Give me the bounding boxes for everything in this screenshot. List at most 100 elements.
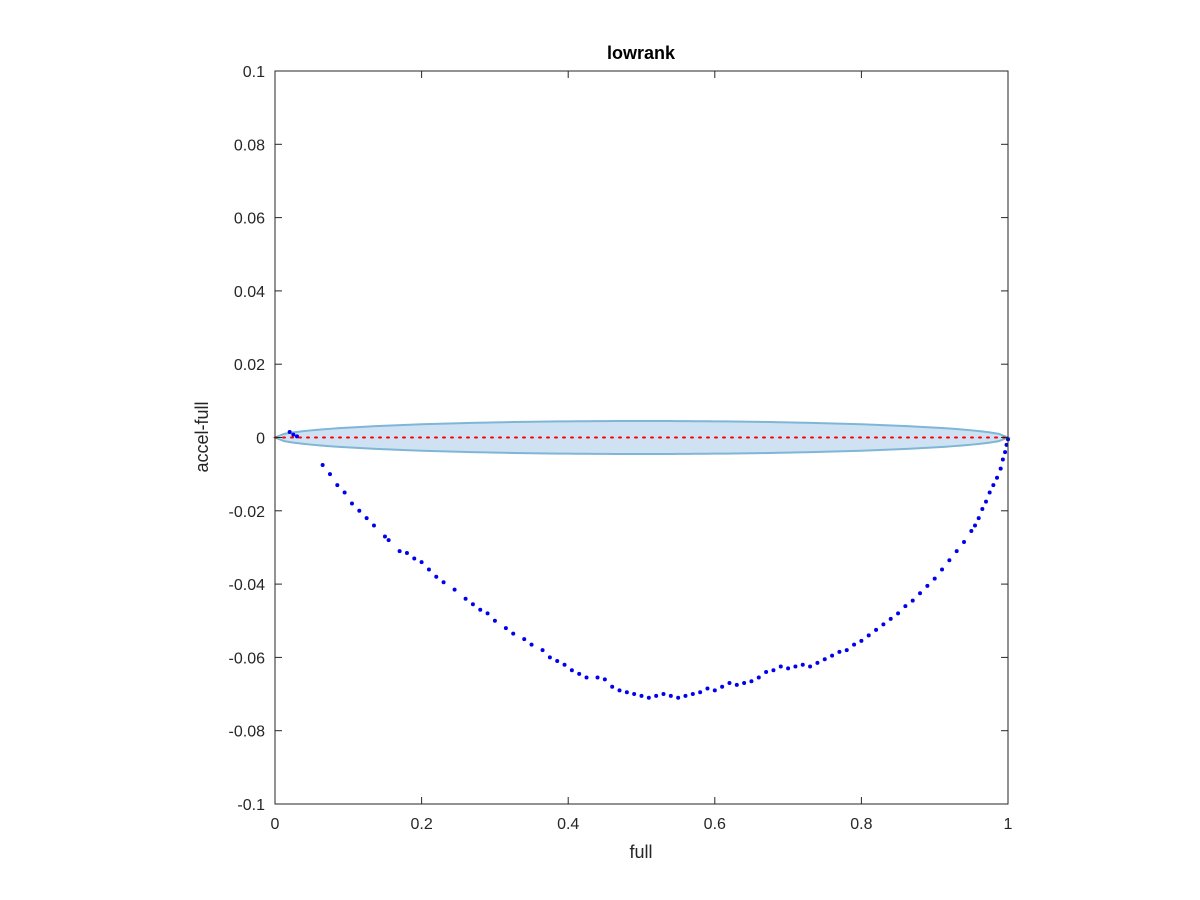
data-point: [522, 637, 527, 642]
data-point: [676, 695, 681, 700]
data-point: [991, 483, 996, 488]
data-point: [786, 666, 791, 671]
x-tick-label: 0: [271, 816, 280, 833]
data-point: [771, 668, 776, 673]
data-point: [727, 681, 732, 686]
data-point: [624, 690, 629, 695]
data-point: [1003, 450, 1008, 455]
data-point: [386, 538, 391, 543]
data-point: [555, 659, 560, 664]
y-tick-label: 0.02: [234, 357, 265, 374]
data-point: [646, 695, 651, 700]
data-point: [998, 466, 1003, 471]
data-point: [397, 549, 402, 554]
data-point: [734, 682, 739, 687]
y-tick-label: 0.04: [234, 284, 265, 301]
data-point: [852, 642, 857, 647]
data-point: [1000, 457, 1005, 462]
x-tick-label: 0.8: [850, 816, 872, 833]
data-point: [661, 692, 666, 697]
data-point: [874, 627, 879, 632]
data-point: [470, 602, 475, 607]
data-point: [793, 664, 798, 669]
data-point: [342, 490, 347, 495]
data-point: [932, 576, 937, 581]
y-tick-label: -0.06: [229, 650, 266, 667]
x-tick-label: 1: [1004, 816, 1013, 833]
data-point: [668, 693, 673, 698]
y-tick-label: -0.08: [229, 724, 266, 741]
data-point: [485, 611, 490, 616]
y-tick-label: -0.04: [229, 577, 266, 594]
data-point: [562, 662, 567, 667]
data-point: [452, 587, 457, 592]
data-point: [434, 574, 439, 579]
data-point: [903, 604, 908, 609]
data-point: [547, 655, 552, 660]
x-tick-label: 0.6: [704, 816, 726, 833]
data-point: [808, 664, 813, 669]
data-point: [569, 668, 574, 673]
data-point: [654, 693, 659, 698]
chart-title: lowrank: [607, 43, 676, 63]
data-point: [294, 434, 299, 439]
data-point: [320, 462, 325, 467]
data-point: [896, 611, 901, 616]
data-point: [712, 688, 717, 693]
data-point: [962, 539, 967, 544]
data-point: [844, 648, 849, 653]
data-point: [584, 675, 589, 680]
y-tick-label: 0.08: [234, 137, 265, 154]
data-point: [973, 523, 978, 528]
data-point: [690, 692, 695, 697]
data-point: [412, 556, 417, 561]
data-point: [327, 472, 332, 477]
data-point: [595, 675, 600, 680]
data-point: [371, 523, 376, 528]
data-point: [441, 580, 446, 585]
data-point: [419, 560, 424, 565]
data-point: [577, 671, 582, 676]
data-point: [764, 670, 769, 675]
data-point: [463, 596, 468, 601]
data-point: [287, 430, 292, 434]
y-axis-ticks: 0.1 0.08 0.06 0.04 0.02 0 -0.02 -0.04 -0.06 -0.08…: [229, 64, 1008, 814]
data-point: [540, 648, 545, 653]
data-point: [404, 550, 409, 555]
data-point: [837, 649, 842, 654]
data-point: [881, 622, 886, 627]
data-point: [610, 684, 615, 689]
data-point: [830, 653, 835, 658]
y-axis-label: accel-full: [192, 401, 212, 472]
data-point: [742, 681, 747, 686]
data-point: [683, 693, 688, 698]
data-point: [511, 631, 516, 636]
y-tick-label: 0: [256, 431, 265, 448]
data-points: [287, 430, 1010, 700]
data-point: [335, 483, 340, 488]
data-point: [492, 618, 497, 623]
y-tick-label: -0.1: [237, 797, 265, 814]
data-point: [756, 675, 761, 680]
plot-area: [272, 70, 1011, 805]
data-point: [382, 534, 387, 539]
data-point: [822, 657, 827, 662]
data-point: [503, 626, 508, 631]
data-point: [815, 660, 820, 665]
data-point: [866, 633, 871, 638]
data-point: [426, 567, 431, 572]
data-point: [478, 607, 483, 612]
data-point: [980, 506, 985, 511]
data-point: [749, 679, 754, 684]
data-point: [778, 664, 783, 669]
y-tick-label: 0.06: [234, 211, 265, 228]
data-point: [800, 662, 805, 667]
data-point: [947, 558, 952, 563]
y-tick-label: -0.02: [229, 504, 266, 521]
data-point: [291, 432, 296, 437]
data-point: [918, 591, 923, 596]
data-point: [698, 690, 703, 695]
data-point: [925, 583, 930, 588]
data-point: [529, 642, 534, 647]
